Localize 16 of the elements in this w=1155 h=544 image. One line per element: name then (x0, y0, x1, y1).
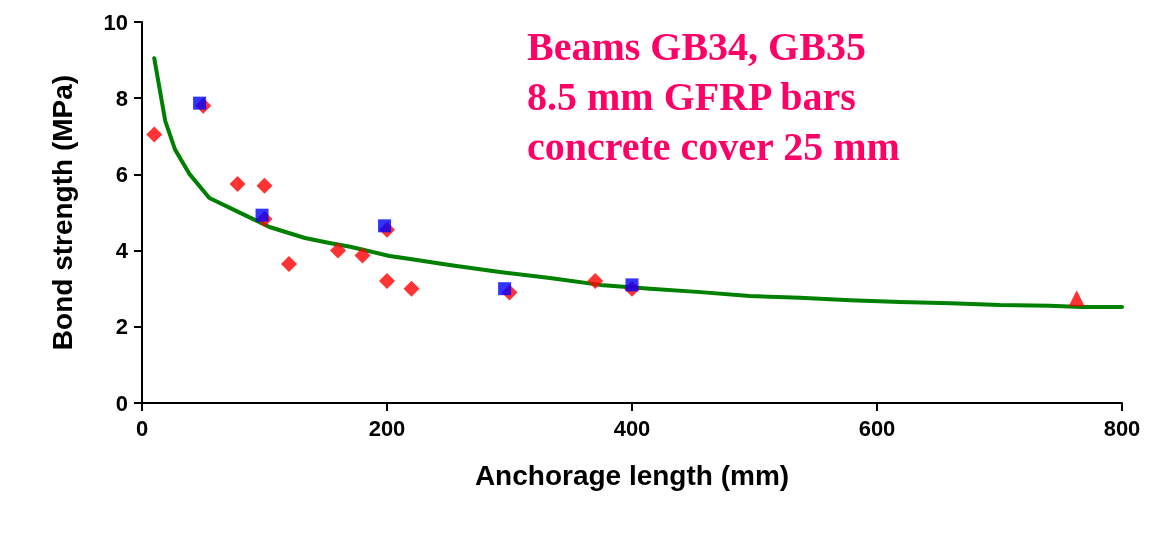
annotation: concrete cover 25 mm (527, 123, 900, 169)
x-tick-label: 800 (1103, 415, 1141, 441)
y-tick-label: 6 (115, 161, 128, 187)
annotation: Beams GB34, GB35 (527, 23, 866, 69)
y-axis-title: Bond strength (MPa) (46, 74, 78, 351)
y-tick-label: 8 (115, 85, 128, 111)
x-tick-label: 400 (613, 415, 651, 441)
y-tick-label: 0 (115, 390, 128, 416)
x-tick-label: 200 (368, 415, 406, 441)
y-tick-label: 2 (115, 314, 128, 340)
x-axis-title: Anchorage length (mm) (474, 459, 790, 491)
x-tick-label: 600 (858, 415, 896, 441)
y-tick-label: 10 (103, 9, 128, 35)
x-tick-label: 0 (135, 415, 149, 441)
annotation: 8.5 mm GFRP bars (527, 73, 856, 119)
y-tick-label: 4 (115, 238, 129, 264)
